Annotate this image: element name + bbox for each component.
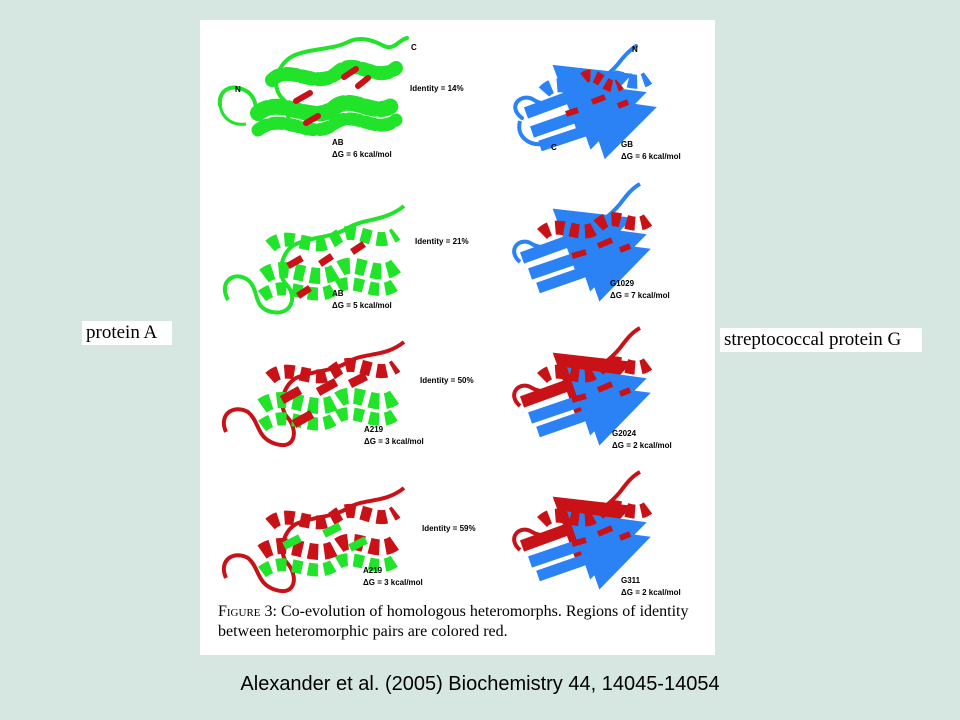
row-1-left-protein-name: AB [332, 138, 344, 147]
row-4: Identity = 59% A219 ΔG = 3 kcal/mol G311… [222, 470, 681, 597]
row-2-identity: Identity = 21% [415, 237, 469, 246]
row-2-right-protein-name: G1029 [610, 279, 635, 288]
protein-g-structure [512, 470, 653, 590]
figure-caption: Figure 3: Co-evolution of homologous het… [218, 602, 708, 642]
row-1-right-dg: ΔG = 6 kcal/mol [621, 152, 681, 161]
row-3-identity: Identity = 50% [420, 376, 474, 385]
row-2-left-dg: ΔG = 5 kcal/mol [332, 301, 392, 310]
row-3-right-dg: ΔG = 2 kcal/mol [612, 441, 672, 450]
row-1-left-dg: ΔG = 6 kcal/mol [332, 150, 392, 159]
row-4-right-protein-name: G311 [621, 576, 641, 585]
row-4-right-dg: ΔG = 2 kcal/mol [621, 588, 681, 597]
protein-g-structure [512, 182, 653, 302]
protein-a-structure [222, 340, 406, 448]
caption-text: Co-evolution of homologous heteromorphs.… [218, 603, 689, 640]
citation: Alexander et al. (2005) Biochemistry 44,… [240, 673, 720, 695]
protein-g-structure [513, 44, 657, 160]
caption-prefix: Figure 3: [218, 603, 277, 620]
row-2-left-protein-name: AB [332, 289, 344, 298]
figure-panel: N C Identity = 14% AB ΔG = 6 kcal/mol N … [200, 20, 715, 655]
protein-g-structure [512, 326, 653, 446]
row-3: Identity = 50% A219 ΔG = 3 kcal/mol G202… [222, 326, 672, 450]
row-1-left-c-terminus: C [411, 43, 417, 52]
streptococcal-protein-g-label: streptococcal protein G [720, 328, 922, 352]
row-2: Identity = 21% AB ΔG = 5 kcal/mol G1029 … [222, 182, 670, 315]
row-3-left-dg: ΔG = 3 kcal/mol [364, 437, 424, 446]
row-1-right-protein-name: GB [621, 140, 633, 149]
protein-a-structure [222, 204, 406, 315]
row-3-right-protein-name: G2024 [612, 429, 637, 438]
row-1-identity: Identity = 14% [410, 84, 464, 93]
row-4-left-dg: ΔG = 3 kcal/mol [363, 578, 423, 587]
row-4-identity: Identity = 59% [422, 524, 476, 533]
protein-structure-figure: N C Identity = 14% AB ΔG = 6 kcal/mol N … [217, 36, 681, 597]
row-4-left-protein-name: A219 [363, 566, 383, 575]
protein-a-structure [222, 486, 406, 594]
protein-a-label: protein A [82, 321, 172, 345]
protein-a-structure [217, 36, 409, 137]
row-2-right-dg: ΔG = 7 kcal/mol [610, 291, 670, 300]
row-1-right-n-terminus: N [632, 45, 638, 54]
row-1-left-n-terminus: N [235, 85, 241, 94]
row-3-left-protein-name: A219 [364, 425, 384, 434]
row-1-right-c-terminus: C [551, 143, 557, 152]
row-1: N C Identity = 14% AB ΔG = 6 kcal/mol N … [217, 36, 681, 161]
